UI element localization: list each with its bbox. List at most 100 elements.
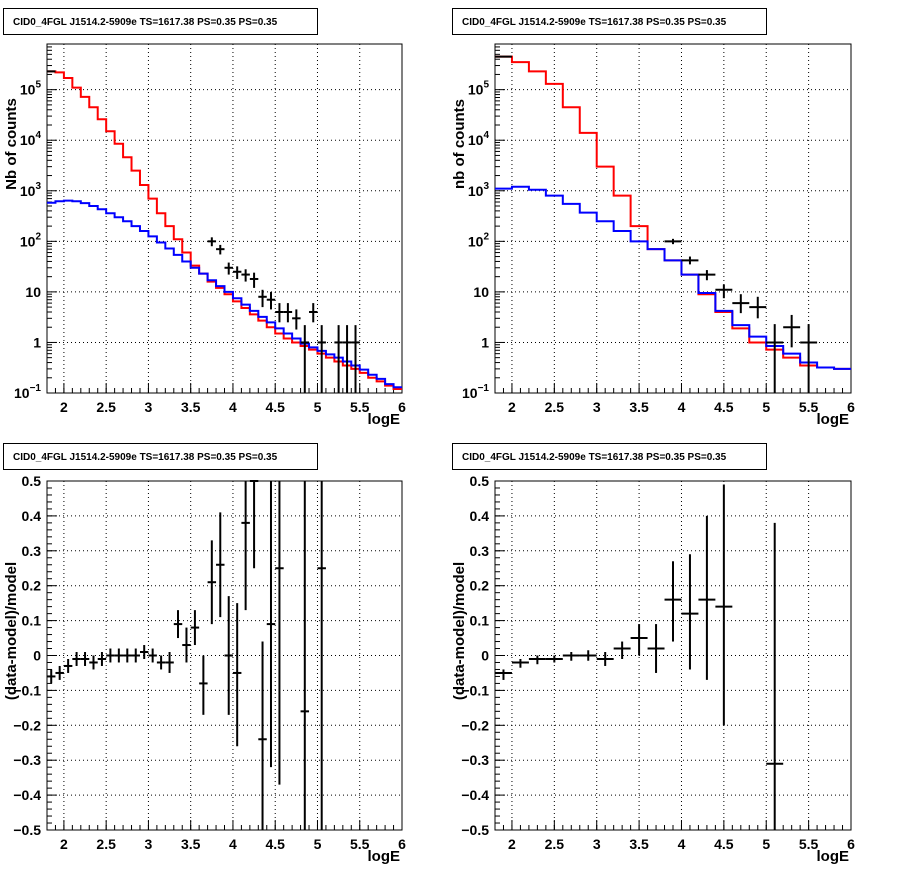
x-axis-title: logE	[368, 848, 401, 865]
y-tick-label: −0.2	[461, 717, 489, 733]
chart-title-box	[452, 8, 767, 35]
x-tick-label: 4.5	[714, 836, 734, 852]
chart-panel-3: CID0_4FGL J1514.2-5909e TS=1617.38 PS=0.…	[3, 443, 406, 865]
y-axis-title: Nb of counts	[3, 98, 20, 190]
x-tick-label: 3.5	[629, 399, 649, 415]
red-model-histogram	[47, 70, 402, 390]
x-tick-label: 2.5	[96, 836, 116, 852]
x-tick-label: 4.5	[265, 399, 285, 415]
x-tick-label: 6	[398, 399, 406, 415]
y-tick-label: 10−1	[462, 383, 489, 401]
x-tick-label: 5.5	[799, 836, 819, 852]
y-tick-label: 0.3	[470, 543, 490, 559]
x-tick-label: 5	[762, 836, 770, 852]
y-tick-label: −0.1	[461, 682, 489, 698]
x-axis-title: logE	[368, 411, 401, 428]
x-tick-label: 2	[508, 836, 516, 852]
x-tick-label: 4	[229, 836, 237, 852]
chart-title: CID0_4FGL J1514.2-5909e TS=1617.38 PS=0.…	[462, 452, 727, 463]
x-tick-label: 3	[145, 399, 153, 415]
chart-title-box	[3, 8, 318, 35]
x-tick-label: 2	[60, 836, 68, 852]
x-tick-label: 5	[762, 399, 770, 415]
y-tick-label: 1	[33, 334, 41, 350]
chart-panel-4: CID0_4FGL J1514.2-5909e TS=1617.38 PS=0.…	[451, 443, 855, 865]
x-tick-label: 2.5	[96, 399, 116, 415]
x-tick-label: 4	[229, 399, 237, 415]
y-tick-label: −0.5	[13, 822, 41, 838]
y-axis-title: (data-model)/model	[3, 562, 20, 700]
x-axis-title: logE	[817, 848, 850, 865]
y-tick-label: 0	[33, 648, 41, 664]
x-tick-label: 5	[314, 399, 322, 415]
y-tick-label: 102	[468, 231, 490, 249]
x-tick-label: 3	[593, 836, 601, 852]
x-tick-label: 4.5	[714, 399, 734, 415]
chart-title: CID0_4FGL J1514.2-5909e TS=1617.38 PS=0.…	[462, 17, 727, 28]
x-tick-label: 5.5	[350, 836, 370, 852]
y-tick-label: −0.4	[461, 787, 489, 803]
x-tick-label: 3	[593, 399, 601, 415]
y-tick-label: 10	[473, 284, 489, 300]
y-axis-title: (data-model)/model	[451, 562, 468, 700]
y-tick-label: −0.3	[13, 752, 41, 768]
x-tick-label: 3.5	[629, 836, 649, 852]
y-tick-label: −0.4	[13, 787, 41, 803]
x-tick-label: 5.5	[350, 399, 370, 415]
x-tick-label: 4	[678, 836, 686, 852]
x-tick-label: 2	[60, 399, 68, 415]
x-tick-label: 6	[847, 399, 855, 415]
x-tick-label: 4	[678, 399, 686, 415]
y-tick-label: 102	[20, 231, 42, 249]
x-tick-label: 2	[508, 399, 516, 415]
y-tick-label: 0.5	[22, 473, 42, 489]
x-tick-label: 3.5	[181, 399, 201, 415]
y-tick-label: 10	[25, 284, 41, 300]
y-tick-label: 0	[481, 648, 489, 664]
y-axis-title: nb of counts	[451, 99, 468, 189]
y-tick-label: 0.2	[22, 578, 42, 594]
y-tick-label: 0.1	[470, 613, 490, 629]
y-tick-label: 105	[468, 80, 490, 98]
x-tick-label: 3.5	[181, 836, 201, 852]
x-tick-label: 6	[398, 836, 406, 852]
y-tick-label: 104	[468, 130, 490, 148]
y-tick-label: 0.2	[470, 578, 490, 594]
y-tick-label: 103	[468, 181, 490, 199]
y-tick-label: −0.3	[461, 752, 489, 768]
y-tick-label: −0.5	[461, 822, 489, 838]
chart-panel-2: CID0_4FGL J1514.2-5909e TS=1617.38 PS=0.…	[451, 8, 855, 428]
chart-title-box	[3, 443, 318, 470]
x-tick-label: 6	[847, 836, 855, 852]
blue-model-histogram	[47, 199, 402, 389]
x-tick-label: 2.5	[545, 399, 565, 415]
y-tick-label: 105	[20, 80, 42, 98]
x-tick-label: 4.5	[265, 836, 285, 852]
blue-model-histogram	[495, 185, 851, 370]
plot-frame	[494, 43, 852, 394]
chart-title-box	[452, 443, 767, 470]
y-tick-label: 10−1	[14, 383, 41, 401]
x-axis-title: logE	[817, 411, 850, 428]
y-tick-label: 1	[481, 334, 489, 350]
red-model-histogram	[495, 55, 851, 370]
y-tick-label: 0.1	[22, 613, 42, 629]
x-tick-label: 2.5	[545, 836, 565, 852]
x-tick-label: 5.5	[799, 399, 819, 415]
y-tick-label: 0.4	[470, 508, 490, 524]
y-tick-label: −0.1	[13, 682, 41, 698]
plot-frame	[494, 480, 852, 831]
chart-panel-1: CID0_4FGL J1514.2-5909e TS=1617.38 PS=0.…	[3, 8, 406, 428]
y-tick-label: 0.5	[470, 473, 490, 489]
x-tick-label: 5	[314, 836, 322, 852]
x-tick-label: 3	[145, 836, 153, 852]
y-tick-label: 103	[20, 181, 42, 199]
plot-frame	[46, 43, 403, 394]
y-tick-label: 104	[20, 130, 42, 148]
chart-title: CID0_4FGL J1514.2-5909e TS=1617.38 PS=0.…	[13, 452, 278, 463]
y-tick-label: −0.2	[13, 717, 41, 733]
y-tick-label: 0.3	[22, 543, 42, 559]
chart-title: CID0_4FGL J1514.2-5909e TS=1617.38 PS=0.…	[13, 17, 278, 28]
y-tick-label: 0.4	[22, 508, 42, 524]
